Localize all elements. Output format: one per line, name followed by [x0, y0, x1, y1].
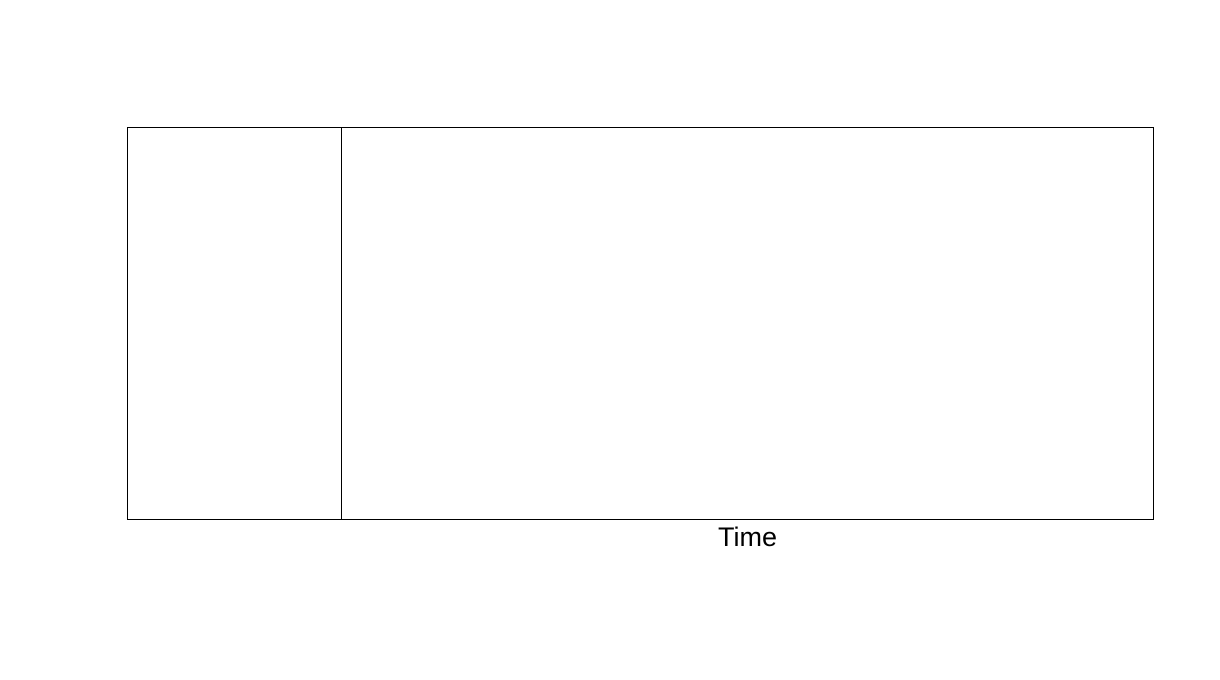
- timeline-area: [342, 128, 1153, 519]
- label-column: [128, 128, 342, 519]
- time-axis-label: Time: [718, 522, 777, 552]
- diagram-frame: [127, 127, 1154, 520]
